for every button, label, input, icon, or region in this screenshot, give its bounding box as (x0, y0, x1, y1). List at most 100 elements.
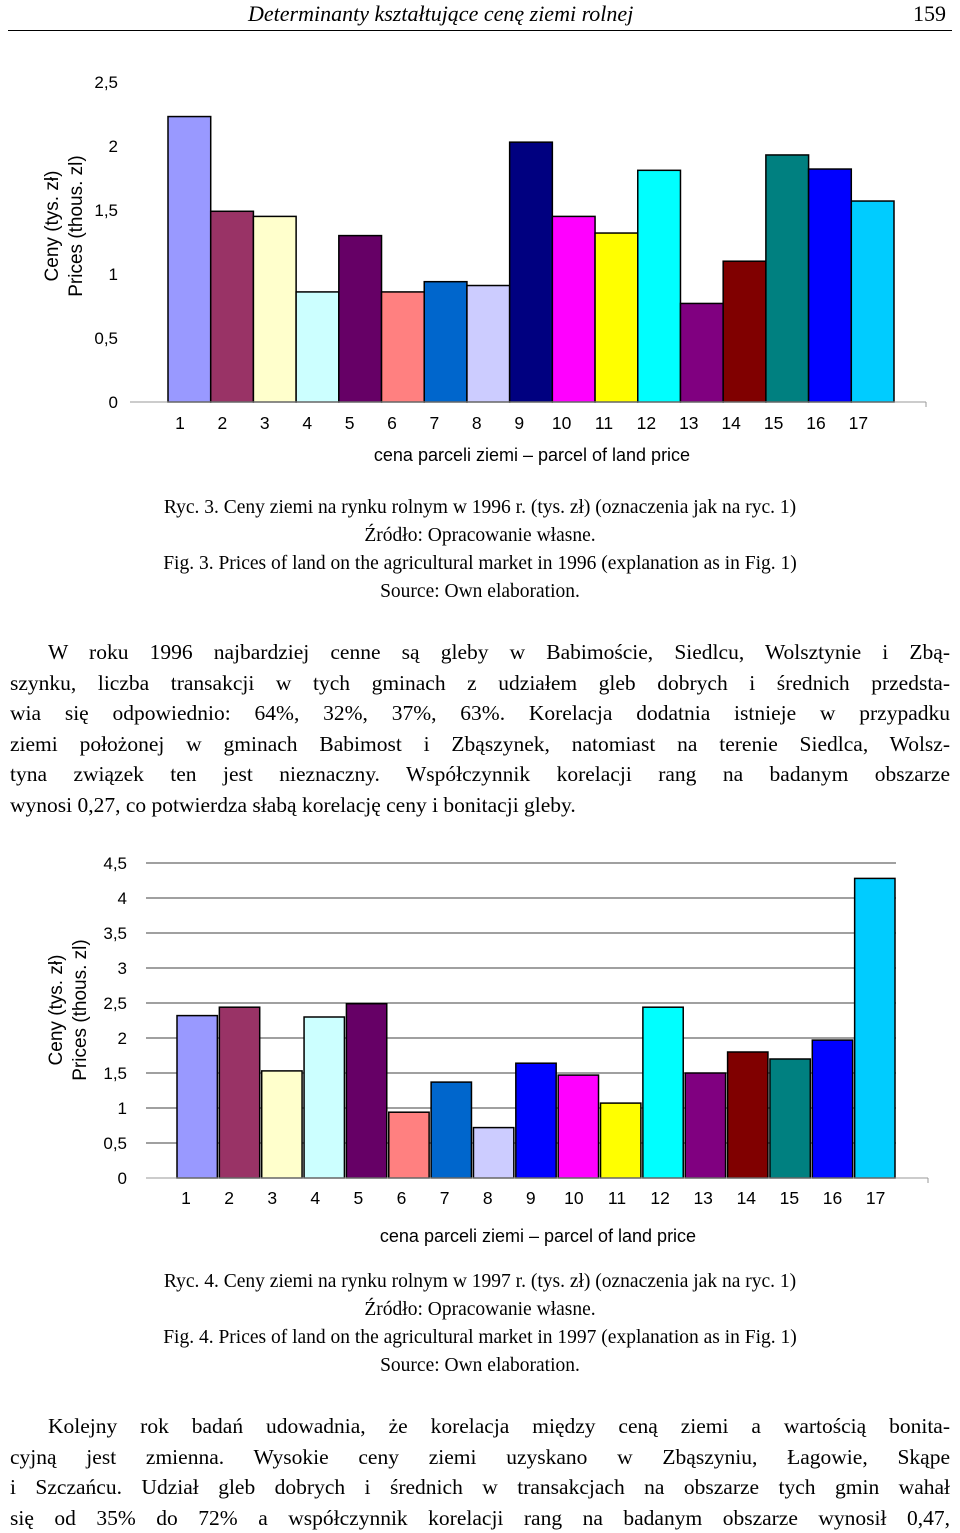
x-tick-label: 10 (552, 413, 572, 433)
bar (812, 1040, 852, 1178)
x-tick-label: 13 (693, 1188, 712, 1208)
header-rule (8, 30, 952, 31)
y-axis-title: Ceny (tys. zł) (42, 171, 63, 282)
y-tick-label: 0,5 (94, 329, 118, 348)
x-tick-label: 2 (224, 1188, 234, 1208)
x-tick-label: 15 (764, 413, 783, 433)
x-tick-label: 1 (181, 1188, 191, 1208)
x-tick-label: 11 (595, 413, 613, 433)
bar (467, 286, 510, 402)
x-tick-label: 7 (430, 413, 440, 433)
bar (516, 1063, 556, 1178)
bar (262, 1071, 302, 1178)
bar (219, 1007, 259, 1178)
bar (595, 233, 638, 402)
x-tick-label: 8 (483, 1188, 493, 1208)
x-tick-label: 11 (608, 1188, 626, 1208)
y-tick-label: 3,5 (103, 924, 127, 943)
y-tick-label: 0 (118, 1169, 127, 1188)
x-axis-title: cena parceli ziemi – parcel of land pric… (380, 1226, 696, 1246)
paragraph-line: szynku, liczba transakcji w tych gminach… (10, 668, 950, 699)
x-tick-label: 7 (440, 1188, 450, 1208)
paragraph-line: wynosi 0,27, co potwierdza słabą korelac… (10, 790, 950, 821)
bar (809, 169, 852, 402)
x-tick-label: 12 (650, 1188, 669, 1208)
x-tick-label: 4 (302, 413, 312, 433)
bar (638, 170, 681, 402)
x-tick-label: 6 (387, 413, 397, 433)
caption-line: Ryc. 4. Ceny ziemi na rynku rolnym w 199… (0, 1268, 960, 1296)
bar (168, 117, 211, 402)
bar (770, 1059, 810, 1178)
y-tick-label: 4,5 (103, 854, 127, 873)
bar (552, 216, 595, 402)
x-tick-label: 5 (345, 413, 355, 433)
bar (685, 1073, 725, 1178)
bar (723, 261, 766, 402)
paragraph-line: się od 35% do 72% a współczynnik korelac… (10, 1503, 950, 1533)
y-tick-label: 2,5 (103, 994, 127, 1013)
x-tick-label: 17 (866, 1188, 885, 1208)
paragraph-line: cyjną jest zmienna. Wysokie ceny ziemi u… (10, 1442, 950, 1473)
paragraph-line: wia się odpowiednio: 64%, 32%, 37%, 63%.… (10, 698, 950, 729)
bar (424, 282, 467, 402)
bar (851, 201, 894, 402)
running-title: Determinanty kształtujące cenę ziemi rol… (248, 0, 633, 28)
x-tick-label: 16 (823, 1188, 842, 1208)
bar (346, 1004, 386, 1178)
y-tick-label: 2 (118, 1029, 127, 1048)
paragraph-line: ziemi położonej w gminach Babimost i Zbą… (10, 729, 950, 760)
y-tick-label: 0 (109, 393, 118, 412)
y-tick-label: 0,5 (103, 1134, 127, 1153)
y-tick-label: 4 (118, 889, 127, 908)
bar (296, 292, 339, 402)
x-tick-label: 4 (310, 1188, 320, 1208)
caption-line: Fig. 4. Prices of land on the agricultur… (0, 1324, 960, 1352)
bar (558, 1075, 598, 1178)
y-tick-label: 1 (118, 1099, 127, 1118)
x-tick-label: 9 (514, 413, 524, 433)
bar (643, 1007, 683, 1178)
x-tick-label: 15 (780, 1188, 799, 1208)
bar (728, 1052, 768, 1178)
bar (304, 1017, 344, 1178)
bar (177, 1016, 217, 1178)
paragraph-1: W roku 1996 najbardziej cenne są gleby w… (10, 637, 950, 820)
x-tick-label: 14 (737, 1188, 757, 1208)
running-header: Determinanty kształtujące cenę ziemi rol… (0, 0, 960, 32)
caption-line: Source: Own elaboration. (0, 578, 960, 606)
x-tick-label: 3 (267, 1188, 277, 1208)
bar (339, 236, 382, 402)
caption-line: Source: Own elaboration. (0, 1352, 960, 1380)
x-tick-label: 16 (806, 413, 825, 433)
caption-line: Ryc. 3. Ceny ziemi na rynku rolnym w 199… (0, 494, 960, 522)
bar (253, 216, 296, 402)
x-tick-label: 5 (354, 1188, 364, 1208)
caption-line: Źródło: Opracowanie własne. (0, 1296, 960, 1324)
bar (431, 1082, 471, 1178)
bar (680, 303, 723, 402)
y-tick-label: 2 (109, 137, 118, 156)
x-tick-label: 1 (175, 413, 185, 433)
paragraph-line: W roku 1996 najbardziej cenne są gleby w… (10, 637, 950, 668)
x-tick-label: 12 (637, 413, 656, 433)
y-tick-label: 1 (109, 265, 118, 284)
x-axis-title: cena parceli ziemi – parcel of land pric… (374, 445, 690, 465)
y-axis-title: Prices (thous. zl) (66, 155, 87, 296)
paragraph-2: Kolejny rok badań udowadnia, że korelacj… (10, 1411, 950, 1533)
x-tick-label: 10 (564, 1188, 584, 1208)
bar (389, 1112, 429, 1178)
paragraph-line: Kolejny rok badań udowadnia, że korelacj… (10, 1411, 950, 1442)
x-tick-label: 2 (218, 413, 228, 433)
y-tick-label: 1,5 (103, 1064, 127, 1083)
paragraph-line: tyna związek ten jest nieznaczny. Współc… (10, 759, 950, 790)
y-tick-label: 3 (118, 959, 127, 978)
bar (601, 1103, 641, 1178)
figure-3-caption: Ryc. 3. Ceny ziemi na rynku rolnym w 199… (0, 494, 960, 606)
bar (473, 1128, 513, 1178)
caption-line: Źródło: Opracowanie własne. (0, 522, 960, 550)
